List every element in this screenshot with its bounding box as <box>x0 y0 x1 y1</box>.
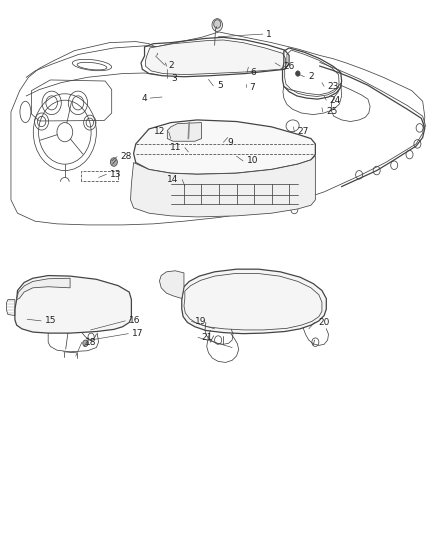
Text: 6: 6 <box>251 68 256 77</box>
Text: 18: 18 <box>85 338 97 346</box>
Circle shape <box>184 134 194 147</box>
Text: 11: 11 <box>170 143 181 152</box>
Text: 28: 28 <box>120 152 132 161</box>
Circle shape <box>83 340 88 346</box>
Text: 13: 13 <box>110 170 121 179</box>
Circle shape <box>155 54 159 59</box>
Text: 16: 16 <box>129 317 140 325</box>
Circle shape <box>278 61 283 67</box>
Text: 27: 27 <box>298 127 309 136</box>
Text: 17: 17 <box>132 329 143 338</box>
Circle shape <box>110 158 117 166</box>
Text: 10: 10 <box>247 157 258 165</box>
Ellipse shape <box>50 292 74 311</box>
Text: 23: 23 <box>328 82 339 91</box>
Text: 19: 19 <box>195 317 206 326</box>
Text: 24: 24 <box>330 96 341 104</box>
Text: 14: 14 <box>167 175 179 184</box>
Polygon shape <box>134 120 315 174</box>
Circle shape <box>296 71 300 76</box>
Circle shape <box>170 125 175 131</box>
Text: 7: 7 <box>250 83 255 92</box>
Text: 26: 26 <box>284 62 295 70</box>
Text: 21: 21 <box>201 333 213 342</box>
Text: 12: 12 <box>154 127 165 136</box>
Polygon shape <box>15 276 131 333</box>
Text: 25: 25 <box>326 108 338 116</box>
Polygon shape <box>182 269 326 334</box>
Circle shape <box>214 20 221 28</box>
Text: 9: 9 <box>227 138 233 147</box>
Circle shape <box>164 60 167 64</box>
Text: 2: 2 <box>308 72 314 81</box>
Polygon shape <box>159 271 184 298</box>
Circle shape <box>212 19 223 31</box>
Polygon shape <box>145 40 286 75</box>
Text: 5: 5 <box>217 82 223 90</box>
Text: 3: 3 <box>171 74 177 83</box>
Text: 1: 1 <box>266 30 272 38</box>
Text: 2: 2 <box>168 61 174 69</box>
Text: 4: 4 <box>141 94 147 102</box>
Polygon shape <box>131 156 315 217</box>
Ellipse shape <box>235 287 270 312</box>
Text: 15: 15 <box>45 317 56 325</box>
Text: 20: 20 <box>318 318 329 327</box>
Polygon shape <box>167 123 201 141</box>
Polygon shape <box>17 278 70 300</box>
